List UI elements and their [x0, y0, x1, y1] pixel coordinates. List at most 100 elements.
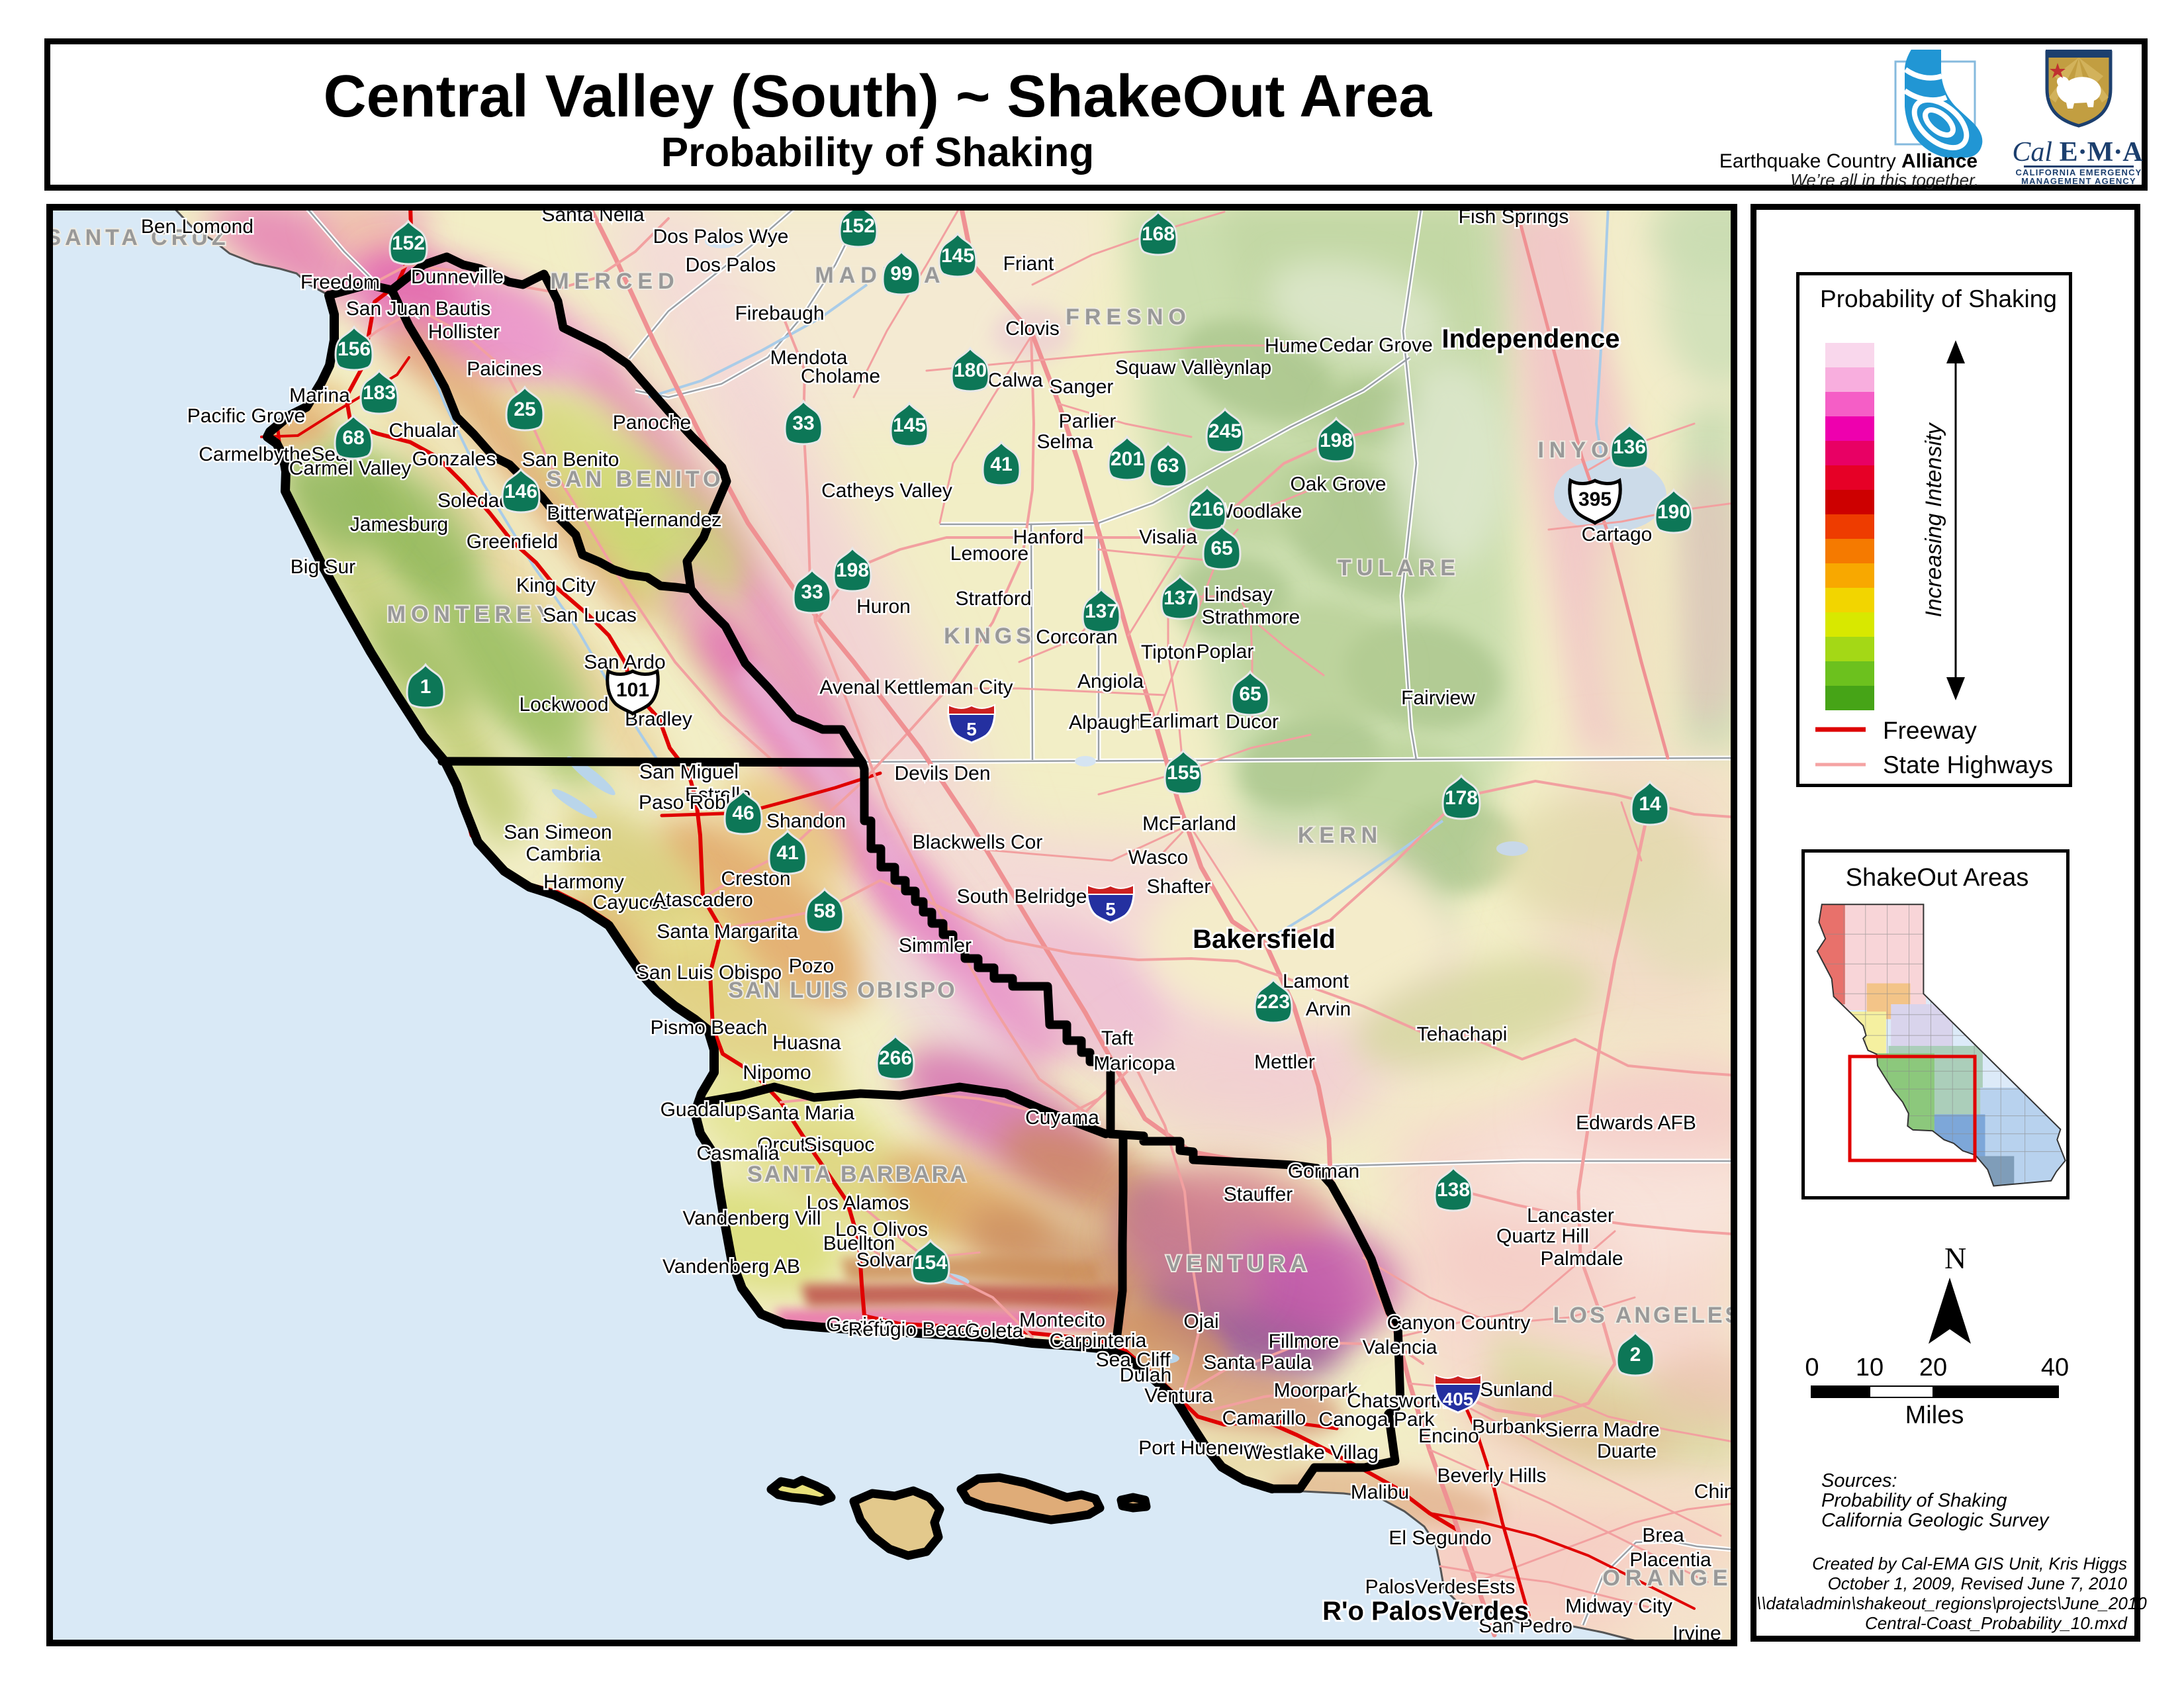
svg-text:101: 101: [616, 679, 649, 701]
svg-text:Los Olivos: Los Olivos: [835, 1219, 928, 1241]
svg-text:TULARE: TULARE: [1338, 555, 1461, 581]
svg-text:Squaw Vallèynlap: Squaw Vallèynlap: [1115, 357, 1271, 379]
svg-text:Panoche: Panoche: [613, 412, 691, 434]
svg-text:Jamesburg: Jamesburg: [350, 514, 448, 536]
svg-text:198: 198: [836, 559, 869, 581]
svg-text:Carmel Valley: Carmel Valley: [289, 457, 412, 479]
svg-text:216: 216: [1191, 498, 1224, 520]
svg-text:Paicines: Paicines: [467, 358, 541, 380]
svg-text:Maricopa: Maricopa: [1093, 1053, 1175, 1074]
svg-text:156: 156: [338, 338, 371, 360]
svg-text:LOS ANGELES: LOS ANGELES: [1553, 1303, 1737, 1328]
svg-text:41: 41: [776, 842, 798, 864]
svg-text:Bitterwater: Bitterwater: [547, 502, 641, 524]
svg-text:Earthquake Country Alliance: Earthquake Country Alliance: [1719, 150, 1978, 172]
svg-text:Sea Cliff: Sea Cliff: [1096, 1349, 1171, 1371]
svg-text:Santa Nella: Santa Nella: [541, 204, 644, 226]
svg-text:Wasco: Wasco: [1128, 847, 1189, 868]
svg-text:Lindsay: Lindsay: [1204, 584, 1272, 606]
svg-text:Gaviota: Gaviota: [826, 1314, 895, 1336]
svg-text:Midway City: Midway City: [1565, 1595, 1672, 1617]
svg-text:San Lucas: San Lucas: [543, 604, 637, 626]
svg-text:1: 1: [420, 676, 432, 698]
svg-text:5: 5: [1105, 899, 1116, 919]
svg-text:33: 33: [792, 412, 814, 434]
svg-text:Burbank: Burbank: [1472, 1416, 1547, 1438]
svg-text:154: 154: [914, 1252, 947, 1274]
svg-text:2: 2: [1630, 1344, 1641, 1366]
svg-text:Devils Den: Devils Den: [894, 763, 990, 784]
svg-text:MADERA: MADERA: [815, 263, 945, 288]
svg-text:63: 63: [1157, 455, 1179, 477]
svg-text:Cal E·M·A: Cal E·M·A: [2012, 137, 2143, 167]
svg-text:136: 136: [1613, 436, 1646, 458]
svg-text:El Segundo: El Segundo: [1388, 1527, 1491, 1549]
svg-text:155: 155: [1167, 762, 1200, 784]
svg-text:Pacific Grove: Pacific Grove: [187, 405, 305, 427]
svg-text:Cholame: Cholame: [801, 365, 880, 387]
svg-text:145: 145: [941, 245, 974, 267]
svg-text:266: 266: [879, 1047, 912, 1069]
svg-text:Carpinteria: Carpinteria: [1050, 1330, 1147, 1352]
svg-text:MONTEREY: MONTEREY: [387, 602, 557, 627]
svg-text:San Juan Bautis: San Juan Bautis: [346, 298, 490, 320]
svg-text:San Ardo: San Ardo: [584, 651, 665, 673]
svg-text:King City: King City: [516, 575, 596, 596]
svg-text:Sanger: Sanger: [1050, 376, 1114, 398]
svg-text:Sierra Madre: Sierra Madre: [1545, 1419, 1659, 1441]
svg-text:Cartago: Cartago: [1582, 524, 1653, 545]
svg-text:Avenal: Avenal: [819, 677, 880, 698]
svg-text:SAN BENITO: SAN BENITO: [546, 467, 724, 492]
svg-text:Gonzales: Gonzales: [412, 448, 496, 470]
svg-text:Atascadero: Atascadero: [653, 889, 753, 911]
svg-text:14: 14: [1639, 793, 1661, 815]
svg-text:Sunland: Sunland: [1480, 1379, 1553, 1401]
svg-text:Fish Springs: Fish Springs: [1459, 206, 1569, 228]
svg-text:Lemoore: Lemoore: [950, 543, 1028, 565]
svg-text:PalosVerdesEsts: PalosVerdesEsts: [1365, 1576, 1516, 1598]
svg-text:Lockwood: Lockwood: [519, 694, 608, 716]
svg-text:R'o PalosVerdes: R'o PalosVerdes: [1322, 1597, 1529, 1626]
svg-text:245: 245: [1208, 420, 1242, 442]
svg-text:MANAGEMENT AGENCY: MANAGEMENT AGENCY: [2021, 176, 2136, 185]
svg-text:MERCED: MERCED: [550, 269, 679, 294]
svg-text:137: 137: [1085, 600, 1118, 622]
svg-text:VENTURA: VENTURA: [1166, 1251, 1312, 1276]
svg-text:Stratford: Stratford: [955, 588, 1031, 610]
svg-text:Chualar: Chualar: [388, 420, 458, 442]
svg-text:Moorpark: Moorpark: [1274, 1380, 1359, 1401]
svg-text:State Highways: State Highways: [1883, 751, 2053, 778]
svg-text:395: 395: [1578, 489, 1612, 510]
svg-text:Dos Palos: Dos Palos: [686, 254, 776, 276]
svg-text:Shafter: Shafter: [1147, 876, 1211, 898]
svg-text:10: 10: [1856, 1354, 1884, 1382]
svg-text:Refugio Beach: Refugio Beach: [848, 1319, 979, 1340]
svg-text:Vandenberg AB: Vandenberg AB: [662, 1256, 800, 1278]
svg-text:145: 145: [893, 414, 926, 436]
svg-text:Hume: Hume: [1265, 335, 1318, 357]
svg-text:Cayucos: Cayucos: [593, 892, 670, 914]
svg-text:N: N: [1944, 1241, 1966, 1275]
svg-text:Catheys Valley: Catheys Valley: [821, 480, 952, 502]
svg-text:68: 68: [342, 427, 364, 449]
svg-text:Bakersfield: Bakersfield: [1193, 925, 1336, 954]
svg-text:Dos Palos Wye: Dos Palos Wye: [653, 226, 789, 248]
svg-text:Beverly Hills: Beverly Hills: [1437, 1465, 1546, 1487]
svg-text:Irvine: Irvine: [1672, 1622, 1721, 1644]
svg-text:SAN LUIS OBISPO: SAN LUIS OBISPO: [728, 978, 956, 1003]
svg-text:Port Hueneme: Port Hueneme: [1138, 1437, 1266, 1459]
svg-text:San Luis Obispo: San Luis Obispo: [636, 962, 782, 984]
svg-text:Arvin: Arvin: [1306, 998, 1351, 1020]
svg-text:Lancaster: Lancaster: [1527, 1205, 1614, 1227]
svg-text:Hernandez: Hernandez: [625, 509, 722, 531]
svg-text:Devils Den: Devils Den: [894, 763, 990, 784]
svg-text:Calwa: Calwa: [987, 369, 1043, 391]
svg-text:Placentia: Placentia: [1629, 1549, 1711, 1571]
svg-text:Duarte: Duarte: [1597, 1440, 1657, 1462]
svg-text:198: 198: [1320, 430, 1353, 451]
svg-text:Big Sur: Big Sur: [291, 556, 355, 578]
svg-text:178: 178: [1445, 787, 1478, 809]
svg-text:65: 65: [1210, 538, 1232, 559]
svg-text:ORANGE: ORANGE: [1602, 1566, 1733, 1591]
svg-text:KERN: KERN: [1298, 823, 1383, 848]
